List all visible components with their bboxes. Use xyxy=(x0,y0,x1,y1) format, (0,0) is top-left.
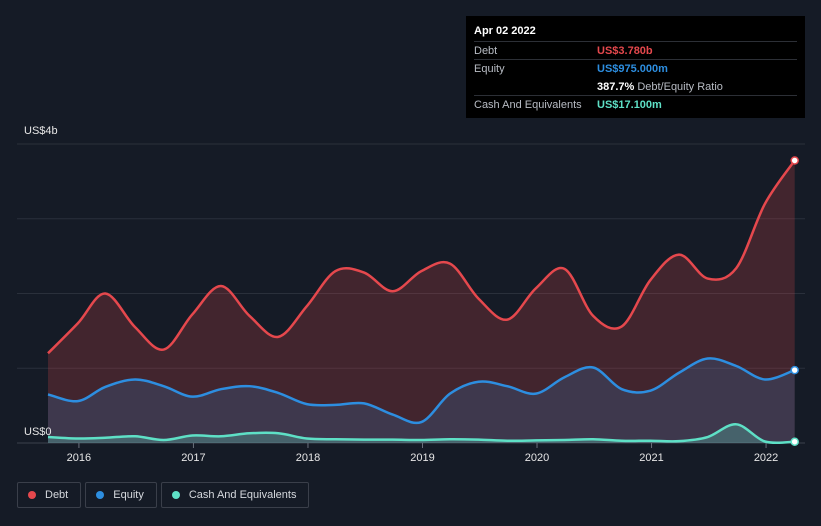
tooltip-value: US$975.000m xyxy=(597,62,668,75)
x-tick-label: 2020 xyxy=(525,452,549,464)
cash-and-equivalents-line xyxy=(47,423,795,445)
tooltip-row-cash: Cash And Equivalents US$17.100m xyxy=(474,95,797,113)
tooltip-row-ratio: 387.7% Debt/Equity Ratio xyxy=(474,77,797,95)
legend-label: Equity xyxy=(113,489,144,501)
legend-item-cash[interactable]: Cash And Equivalents xyxy=(160,482,310,508)
x-tick-label: 2018 xyxy=(296,452,320,464)
tooltip-value: US$17.100m xyxy=(597,98,662,111)
tooltip-date: Apr 02 2022 xyxy=(474,25,536,37)
x-tick-label: 2017 xyxy=(181,452,205,464)
series-areas xyxy=(48,160,795,443)
series-lines xyxy=(47,159,796,445)
tooltip-label: Cash And Equivalents xyxy=(474,98,582,111)
tooltip-value: US$3.780b xyxy=(597,44,653,57)
tooltip: Apr 02 2022 Debt US$3.780b Equity US$975… xyxy=(466,16,805,118)
equity-end-point xyxy=(790,365,799,375)
axes: US$4b US$0 2016 2017 2018 2019 2020 2021 2022 xyxy=(24,125,778,464)
end-markers xyxy=(790,156,799,446)
cash-and-equivalents-end-point xyxy=(790,437,799,446)
cash-dot-icon xyxy=(171,491,180,499)
tooltip-label: Debt xyxy=(474,44,498,57)
debt-dot-icon xyxy=(28,491,36,499)
y-axis-min-label: US$0 xyxy=(24,426,52,438)
legend-label: Cash And Equivalents xyxy=(188,489,297,501)
x-tick-label: 2019 xyxy=(410,452,434,464)
x-tick-label: 2021 xyxy=(639,452,663,464)
equity-dot-icon xyxy=(96,491,105,499)
tooltip-row-debt: Debt US$3.780b xyxy=(474,41,797,59)
legend-label: Debt xyxy=(45,489,69,501)
legend-item-debt[interactable]: Debt xyxy=(17,482,82,508)
x-tick-label: 2022 xyxy=(754,452,778,464)
equity-line xyxy=(47,357,796,425)
debt-area xyxy=(48,160,795,443)
x-tick-label: 2016 xyxy=(67,452,91,464)
debt-line xyxy=(47,159,796,355)
tooltip-extra: Debt/Equity Ratio xyxy=(637,80,723,93)
tooltip-row-equity: Equity US$975.000m xyxy=(474,59,797,77)
legend: Debt Equity Cash And Equivalents xyxy=(17,482,310,508)
tooltip-value: 387.7% xyxy=(597,80,635,93)
debt-end-point xyxy=(790,156,799,165)
gridlines xyxy=(17,143,805,444)
legend-item-equity[interactable]: Equity xyxy=(85,482,157,508)
y-axis-max-label: US$4b xyxy=(24,125,58,137)
tooltip-label: Equity xyxy=(474,62,505,75)
cash-and-equivalents-area xyxy=(48,424,795,443)
